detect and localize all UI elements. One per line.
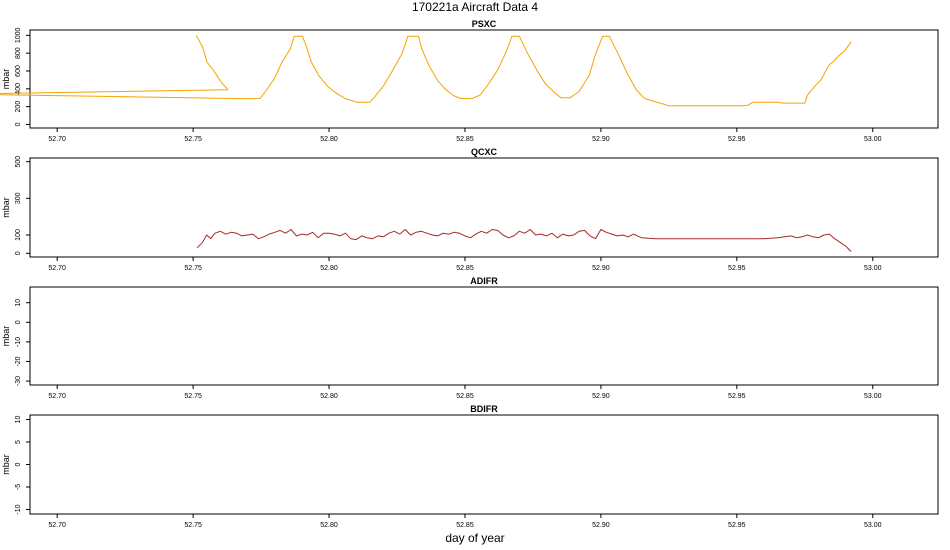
x-tick-label: 53.00 — [864, 265, 882, 272]
panel-qcxc: QCXC mbar 52.70 52.75 52.80 52.85 52.90 52.95 53… — [1, 147, 939, 272]
figure-title: 170221a Aircraft Data 4 — [411, 0, 539, 14]
y-tick-label: 0 — [15, 251, 22, 255]
y-tick-label: 100 — [15, 229, 22, 241]
x-tick-label: 52.70 — [48, 393, 66, 400]
y-axis-label: mbar — [1, 69, 11, 90]
x-tick-label: 53.00 — [864, 522, 882, 529]
series-line-qcxc — [196, 229, 852, 252]
plot-frame — [29, 29, 939, 129]
y-tick-label: 800 — [15, 47, 22, 59]
x-tick-label: 52.85 — [456, 393, 474, 400]
y-tick-label: 5 — [15, 440, 22, 444]
y-axis-label: mbar — [1, 197, 11, 218]
x-tick-label: 52.80 — [320, 393, 338, 400]
x-tick-label: 52.70 — [48, 136, 66, 143]
plot-frame — [29, 286, 939, 386]
y-axis-label: mbar — [1, 454, 11, 475]
x-tick-label: 52.95 — [728, 265, 746, 272]
panel-title: QCXC — [471, 147, 498, 157]
y-tick-label: 400 — [15, 83, 22, 95]
x-tick-label: 52.95 — [728, 393, 746, 400]
y-tick-label: 0 — [15, 462, 22, 466]
y-tick-label: 300 — [15, 192, 22, 204]
panel-psxc: PSXC mbar 52.70 52.75 52.80 52.85 52.90 52.95 53… — [0, 19, 939, 143]
panel-title: PSXC — [472, 19, 497, 29]
plot-frame — [29, 157, 939, 258]
y-tick-label: 0 — [15, 320, 22, 324]
y-tick-label: -10 — [15, 504, 22, 514]
y-tick-label: -30 — [15, 376, 22, 386]
panel-bdifr: BDIFR mbar 52.70 52.75 52.80 52.85 52.90 52.95 5… — [1, 404, 939, 529]
y-axis-label: mbar — [1, 326, 11, 347]
y-tick-label: 10 — [15, 299, 22, 307]
y-tick-label: 600 — [15, 65, 22, 77]
y-tick-label: -10 — [15, 337, 22, 347]
series-line-psxc — [0, 35, 852, 107]
plot-frame — [29, 414, 939, 515]
x-tick-label: 53.00 — [864, 393, 882, 400]
x-tick-label: 52.70 — [48, 265, 66, 272]
x-tick-label: 52.85 — [456, 522, 474, 529]
x-tick-label: 52.90 — [592, 522, 610, 529]
y-tick-label: 0 — [15, 122, 22, 126]
x-tick-label: 52.75 — [184, 265, 202, 272]
y-tick-label: -20 — [15, 356, 22, 366]
x-tick-label: 52.75 — [184, 136, 202, 143]
x-tick-label: 52.75 — [184, 393, 202, 400]
y-tick-label: -5 — [15, 484, 22, 490]
x-axis-label: day of year — [445, 531, 505, 545]
x-tick-label: 53.00 — [864, 136, 882, 143]
y-tick-label: 200 — [15, 101, 22, 113]
x-tick-label: 52.95 — [728, 522, 746, 529]
panel-adifr: ADIFR mbar 52.70 52.75 52.80 52.85 52.90 52.95 5… — [1, 276, 939, 400]
x-tick-label: 52.80 — [320, 136, 338, 143]
y-tick-label: 1000 — [15, 27, 22, 43]
y-tick-label: 10 — [15, 416, 22, 424]
x-tick-label: 52.85 — [456, 265, 474, 272]
y-tick-label: 500 — [15, 156, 22, 168]
x-tick-label: 52.95 — [728, 136, 746, 143]
x-tick-label: 52.90 — [592, 265, 610, 272]
x-tick-label: 52.90 — [592, 393, 610, 400]
x-tick-label: 52.75 — [184, 522, 202, 529]
x-tick-label: 52.80 — [320, 522, 338, 529]
x-tick-label: 52.80 — [320, 265, 338, 272]
x-tick-label: 52.70 — [48, 522, 66, 529]
panel-title: ADIFR — [470, 276, 498, 286]
x-tick-label: 52.85 — [456, 136, 474, 143]
x-tick-label: 52.90 — [592, 136, 610, 143]
panel-title: BDIFR — [470, 404, 498, 414]
